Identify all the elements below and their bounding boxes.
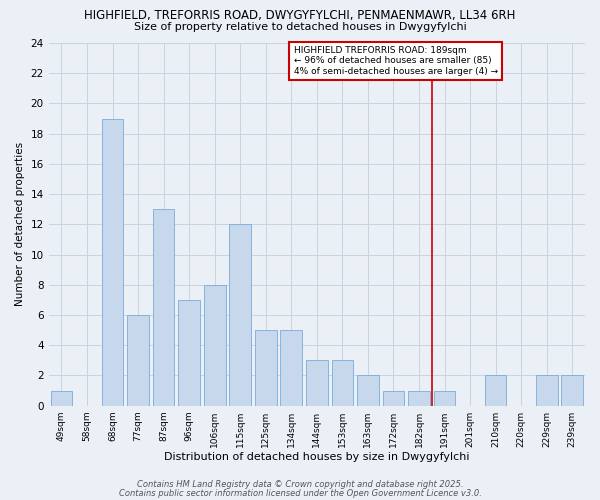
Bar bbox=[255, 330, 277, 406]
Text: Contains HM Land Registry data © Crown copyright and database right 2025.: Contains HM Land Registry data © Crown c… bbox=[137, 480, 463, 489]
Bar bbox=[306, 360, 328, 406]
Y-axis label: Number of detached properties: Number of detached properties bbox=[15, 142, 25, 306]
Bar bbox=[485, 376, 506, 406]
Bar bbox=[50, 390, 72, 406]
Bar bbox=[562, 376, 583, 406]
Bar bbox=[434, 390, 455, 406]
Bar bbox=[536, 376, 557, 406]
Bar bbox=[408, 390, 430, 406]
X-axis label: Distribution of detached houses by size in Dwygyfylchi: Distribution of detached houses by size … bbox=[164, 452, 470, 462]
Text: Contains public sector information licensed under the Open Government Licence v3: Contains public sector information licen… bbox=[119, 489, 481, 498]
Text: HIGHFIELD, TREFORRIS ROAD, DWYGYFYLCHI, PENMAENMAWR, LL34 6RH: HIGHFIELD, TREFORRIS ROAD, DWYGYFYLCHI, … bbox=[85, 9, 515, 22]
Bar bbox=[127, 315, 149, 406]
Bar bbox=[229, 224, 251, 406]
Bar bbox=[178, 300, 200, 406]
Text: Size of property relative to detached houses in Dwygyfylchi: Size of property relative to detached ho… bbox=[134, 22, 466, 32]
Text: HIGHFIELD TREFORRIS ROAD: 189sqm
← 96% of detached houses are smaller (85)
4% of: HIGHFIELD TREFORRIS ROAD: 189sqm ← 96% o… bbox=[294, 46, 498, 76]
Bar bbox=[153, 209, 175, 406]
Bar bbox=[357, 376, 379, 406]
Bar bbox=[101, 118, 124, 406]
Bar bbox=[280, 330, 302, 406]
Bar bbox=[204, 285, 226, 406]
Bar bbox=[332, 360, 353, 406]
Bar bbox=[383, 390, 404, 406]
